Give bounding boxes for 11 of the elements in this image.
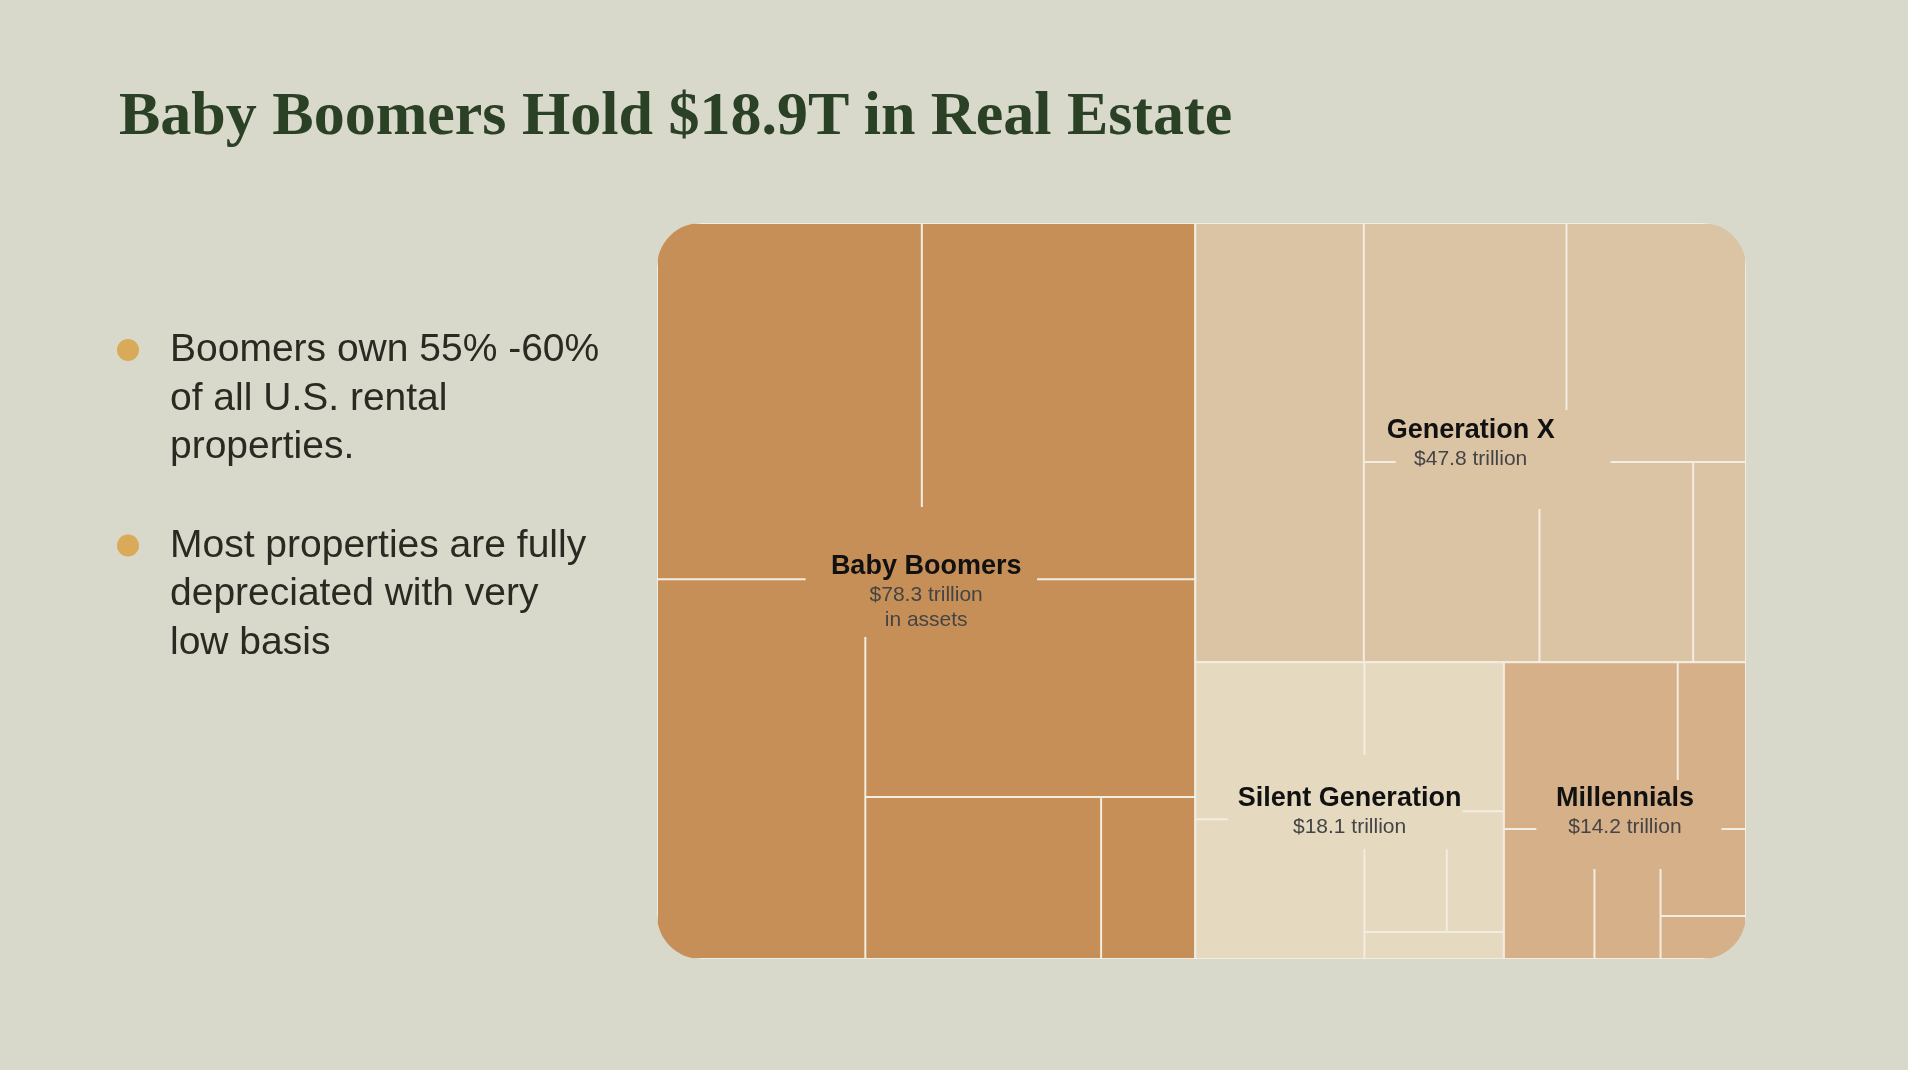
text: Baby Boomers Hold $18.9T in Real Estate — [119, 79, 1233, 147]
data-label: $78.3 trillion in assets — [869, 582, 983, 630]
category-label: Baby Boomers — [830, 550, 1022, 580]
data-label: $14.2 trillion — [1568, 814, 1682, 838]
text: Boomers own 55% -60% of all U.S. rental properties. — [170, 326, 600, 466]
data-label: $18.1 trillion — [1292, 814, 1407, 838]
category-label: Millennials — [1555, 782, 1694, 813]
data-label: $47.8 trillion — [1414, 446, 1528, 470]
category-label: Silent Generation — [1237, 782, 1462, 813]
text: Most properties are fully depreciated with very low basis — [170, 521, 587, 662]
category-label: Generation X — [1386, 414, 1555, 445]
